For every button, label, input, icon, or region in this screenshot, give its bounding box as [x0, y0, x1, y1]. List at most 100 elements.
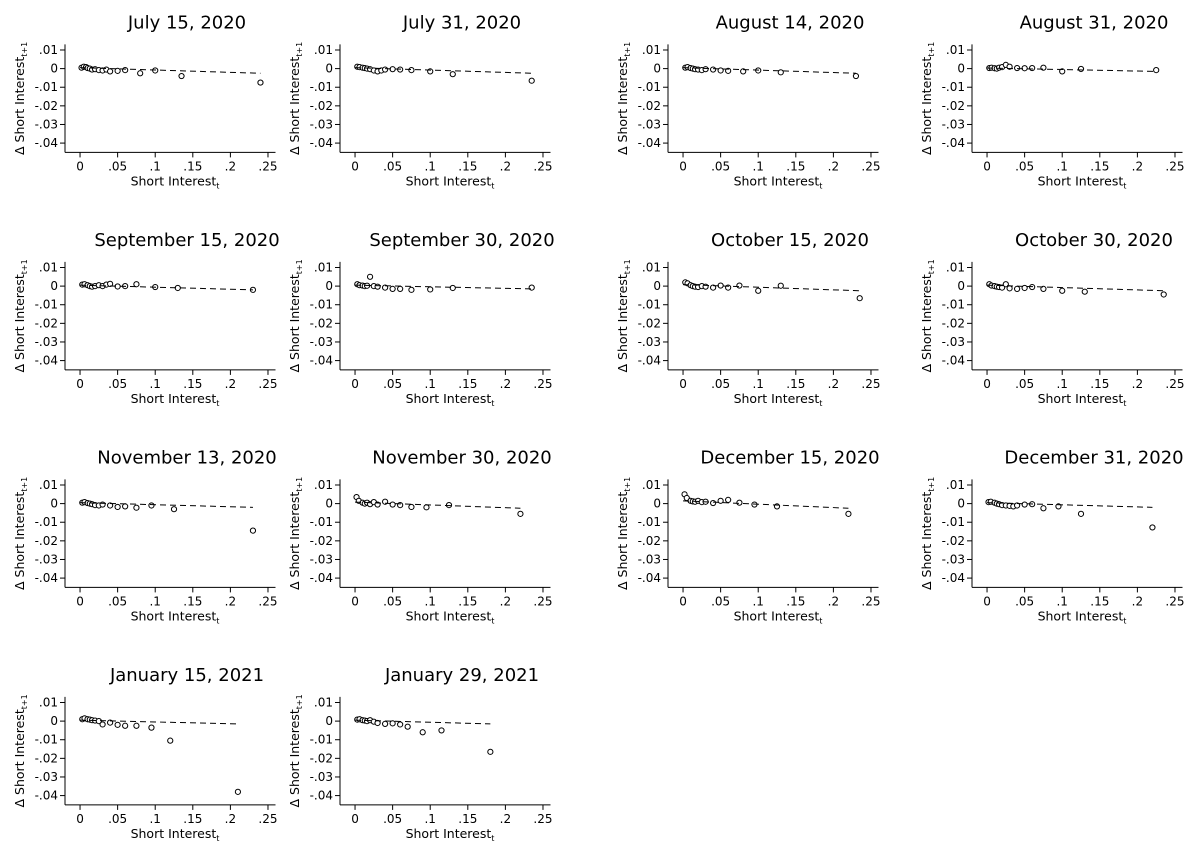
y-tick-label: 0	[325, 714, 333, 728]
data-point	[178, 72, 185, 80]
x-axis-label: Short Interestt	[131, 608, 220, 625]
y-tick-label: -.03	[638, 552, 661, 566]
x-tick-label: .15	[183, 812, 202, 826]
panel-title: August 14, 2020	[716, 12, 865, 33]
x-tick-label: 0	[76, 159, 84, 173]
y-axis-label: Δ Short Interestt+1	[287, 259, 304, 372]
panel-title: October 15, 2020	[711, 230, 869, 251]
data-point	[114, 503, 121, 511]
data-point	[449, 71, 456, 78]
y-tick-label: -.04	[942, 571, 965, 585]
x-tick-label: .05	[1015, 377, 1034, 391]
x-tick-label: 0	[679, 377, 687, 391]
x-axis-label: Short Interestt	[406, 608, 495, 625]
y-axis-label-main: Δ Short Interest	[287, 709, 302, 807]
y-tick-label: .01	[39, 695, 58, 709]
data-point	[1021, 65, 1028, 72]
data-point	[133, 504, 140, 511]
data-point	[1077, 65, 1085, 73]
x-axis-label-main: Short Interest	[1038, 173, 1124, 188]
y-axis-label-main: Δ Short Interest	[12, 492, 27, 590]
y-axis-label-main: Δ Short Interest	[919, 57, 934, 155]
y-tick-label: -.02	[638, 534, 661, 548]
data-point	[1040, 285, 1047, 292]
x-tick-label: .2	[225, 812, 236, 826]
data-point	[99, 501, 106, 508]
y-tick-label: -.02	[310, 751, 333, 765]
y-tick-label: 0	[653, 62, 661, 76]
x-tick-label: .1	[752, 159, 763, 173]
data-point	[438, 727, 445, 734]
x-tick-label: 0	[983, 594, 991, 608]
data-point	[107, 68, 114, 75]
x-axis-label: Short Interestt	[1038, 608, 1127, 625]
data-point	[133, 281, 140, 288]
y-axis-label: Δ Short Interestt+1	[615, 477, 632, 590]
y-tick-label: .01	[314, 260, 333, 274]
y-tick-label: -.04	[35, 789, 58, 803]
data-point	[725, 496, 732, 503]
data-point	[1059, 287, 1066, 294]
fit-line	[355, 719, 491, 725]
data-point	[167, 737, 174, 744]
x-tick-label: .2	[1132, 594, 1143, 608]
panel-title: November 13, 2020	[97, 447, 277, 468]
y-axis-label-main: Δ Short Interest	[919, 492, 934, 590]
x-tick-label: 0	[679, 594, 687, 608]
data-point	[170, 506, 178, 513]
x-tick-label: .1	[1056, 594, 1067, 608]
data-point	[777, 282, 784, 289]
x-tick-label: .1	[424, 594, 435, 608]
y-tick-label: 0	[957, 279, 965, 293]
y-tick-label: -.03	[35, 117, 58, 131]
data-point	[122, 722, 129, 729]
y-axis-label: Δ Short Interestt+1	[919, 477, 936, 590]
y-tick-label: -.01	[310, 733, 333, 747]
data-point	[419, 729, 426, 736]
x-tick-label: .05	[383, 594, 402, 608]
x-axis-label: Short Interestt	[406, 173, 495, 190]
panel-title: July 31, 2020	[402, 12, 521, 33]
panel-title: January 15, 2021	[109, 665, 264, 686]
x-tick-label: .2	[500, 159, 511, 173]
y-axis-label-main: Δ Short Interest	[615, 492, 630, 590]
data-point	[389, 501, 396, 508]
x-axis-label-main: Short Interest	[734, 391, 820, 406]
y-tick-label: -.04	[638, 136, 661, 150]
data-point	[517, 510, 524, 517]
panel: September 15, 2020 .01 0 -.01 -.02 -.03 -.04 0.…	[12, 230, 280, 408]
y-tick-label: 0	[957, 497, 965, 511]
panel: October 15, 2020 .01 0 -.01 -.02 -.03 -.04 0 .05…	[615, 230, 881, 408]
x-axis-label-main: Short Interest	[1038, 608, 1124, 623]
x-tick-label: .2	[1132, 159, 1143, 173]
y-tick-label: -.04	[35, 136, 58, 150]
y-axis-label-main: Δ Short Interest	[615, 274, 630, 372]
y-tick-label: 0	[50, 714, 58, 728]
x-axis-label-subscript: t	[819, 399, 822, 408]
y-axis-label: Δ Short Interestt+1	[615, 259, 632, 372]
y-tick-label: -.02	[310, 99, 333, 113]
y-tick-label: .01	[642, 43, 661, 57]
y-tick-label: .01	[642, 478, 661, 492]
y-tick-label: 0	[325, 279, 333, 293]
data-point	[1014, 64, 1021, 72]
y-tick-label: .01	[946, 43, 965, 57]
y-tick-label: -.02	[942, 99, 965, 113]
data-point	[257, 79, 264, 86]
data-point	[777, 69, 784, 76]
data-point	[736, 499, 743, 506]
data-point	[1014, 285, 1021, 292]
x-tick-label: .1	[752, 377, 763, 391]
x-tick-label: .15	[786, 594, 805, 608]
y-axis-label-subscript: t+1	[20, 259, 29, 274]
x-tick-label: .1	[424, 159, 435, 173]
data-point	[114, 67, 121, 74]
x-tick-label: 0	[679, 159, 687, 173]
y-tick-label: -.02	[35, 316, 58, 330]
panel-title: November 30, 2020	[372, 447, 552, 468]
y-tick-label: -.03	[35, 335, 58, 349]
x-tick-label: .25	[1165, 159, 1184, 173]
y-axis-label-main: Δ Short Interest	[287, 492, 302, 590]
x-axis-label-main: Short Interest	[406, 608, 492, 623]
y-tick-label: -.04	[35, 354, 58, 368]
